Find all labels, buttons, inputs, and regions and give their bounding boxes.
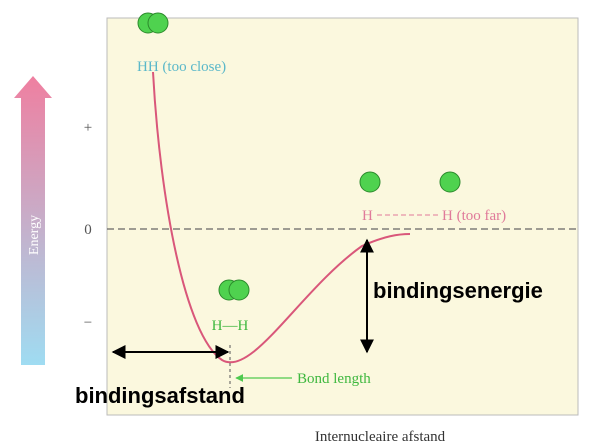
x-axis-title: Internucleaire afstand: [315, 429, 446, 445]
annotation: bindingsafstand: [75, 383, 245, 408]
label: Bond length: [297, 371, 371, 387]
tick-label: +: [84, 120, 92, 136]
label: H—H: [212, 318, 249, 334]
annotation: bindingsenergie: [373, 278, 543, 303]
plot-area: [107, 18, 578, 415]
label: HH (too close): [137, 59, 226, 75]
label: H (too far): [442, 208, 506, 224]
tick-label: −: [84, 315, 92, 331]
tick-label: 0: [84, 222, 92, 238]
axis-title: Energy: [27, 215, 42, 255]
diagram: Energy + 0 − HH (too close) H H (too far…: [0, 0, 589, 446]
label: H: [362, 208, 373, 224]
